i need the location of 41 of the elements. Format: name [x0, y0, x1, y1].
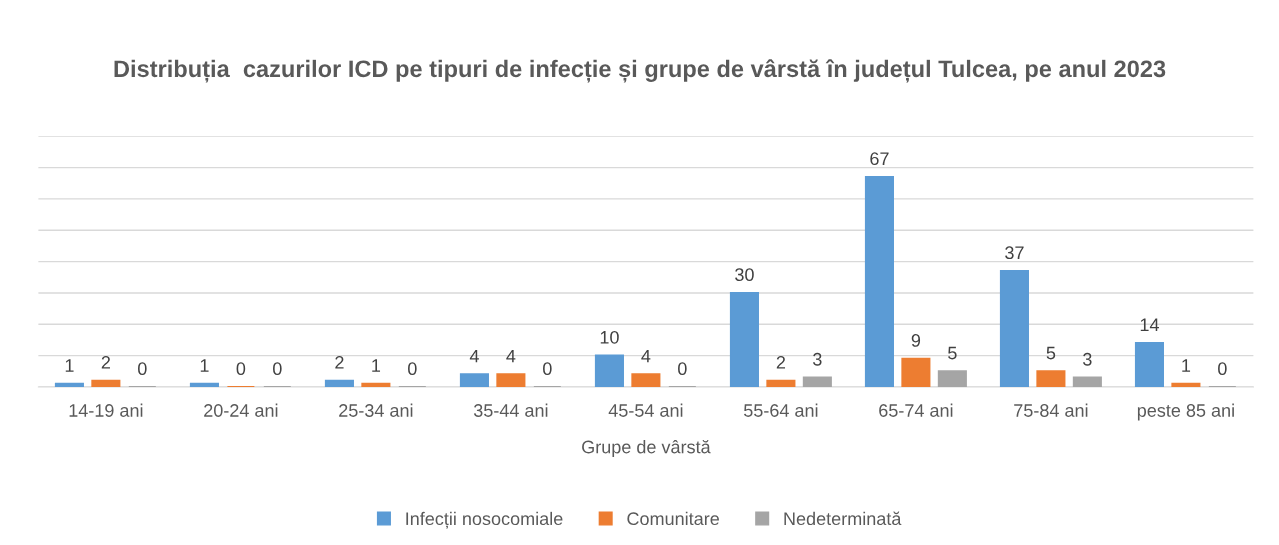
data-label: 2: [101, 355, 110, 369]
data-label: 1: [200, 359, 209, 372]
legend-label: Comunitare: [627, 511, 719, 526]
data-label: 14: [1140, 318, 1159, 331]
data-label: 0: [543, 362, 552, 376]
data-label: 3: [813, 352, 822, 366]
data-label: 2: [776, 355, 786, 369]
x-tick-label: 55-64 ani: [743, 403, 818, 417]
legend-label: Infecții nosocomiale: [406, 511, 563, 529]
x-tick-label: 14-19 ani: [69, 403, 143, 417]
data-label: 5: [948, 346, 957, 360]
data-label: 1: [65, 359, 74, 372]
x-axis-title: Grupe de vârstă: [582, 439, 711, 457]
x-tick-label: 65-74 ani: [879, 403, 953, 417]
data-label: 2: [335, 355, 344, 369]
data-label: 0: [236, 362, 246, 376]
data-label: 1: [372, 359, 381, 372]
data-label: 1: [1182, 359, 1191, 372]
data-label: 9: [911, 334, 921, 347]
data-label: 0: [273, 362, 282, 376]
data-label: 0: [1218, 362, 1227, 376]
x-tick-label: 35-44 ani: [473, 403, 548, 417]
data-label: 5: [1046, 346, 1056, 360]
data-label: 0: [138, 362, 147, 376]
data-label: 3: [1083, 352, 1092, 366]
x-tick-label: peste 85 ani: [1137, 403, 1234, 421]
data-label: 37: [1005, 246, 1024, 260]
data-label: 30: [735, 268, 754, 282]
x-tick-label: 20-24 ani: [204, 403, 278, 417]
x-tick-label: 75-84 ani: [1014, 403, 1088, 417]
legend-label: Nedeterminată: [784, 511, 902, 526]
data-label: 10: [600, 330, 619, 344]
chart-title: Distribuția cazurilor ICD pe tipuri de infecție și grupe de vârstă în județul Tulcea, pe anul 2023: [114, 59, 1166, 83]
x-tick-label: 45-54 ani: [608, 403, 683, 417]
data-label: 4: [506, 349, 516, 363]
x-tick-label: 25-34 ani: [339, 403, 413, 417]
data-label: 0: [678, 362, 687, 376]
data-label: 4: [469, 349, 479, 363]
data-label: 67: [870, 152, 889, 166]
data-label: 4: [641, 349, 651, 363]
data-label: 0: [408, 362, 417, 376]
